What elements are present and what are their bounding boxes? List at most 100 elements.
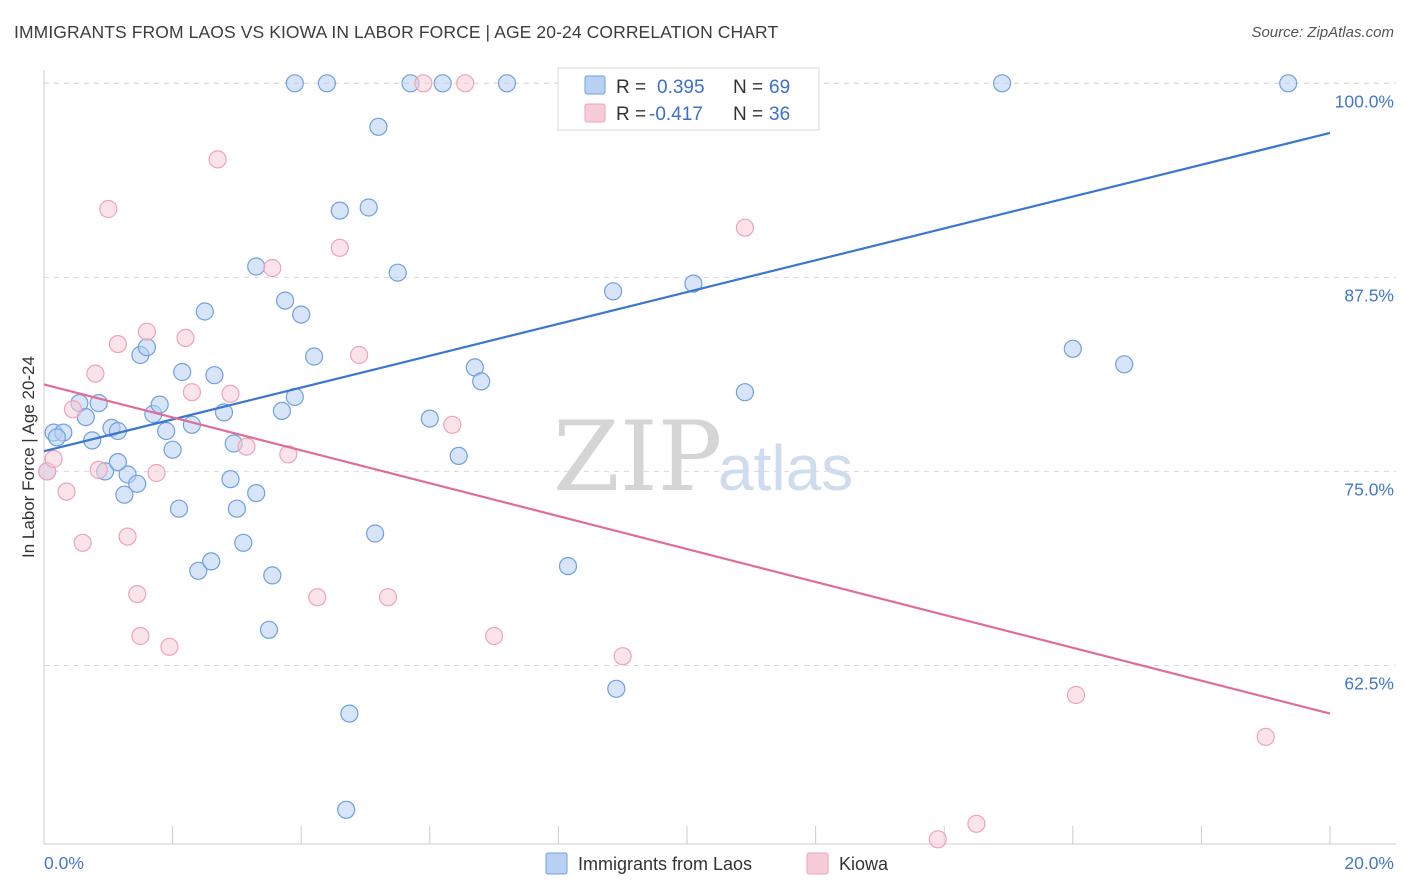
point-laos-39 — [317, 74, 336, 93]
point-laos-56 — [603, 282, 623, 301]
trend-line-kiowa — [43, 383, 1331, 715]
point-kiowa-26 — [414, 74, 433, 93]
point-laos-13 — [137, 338, 156, 357]
series-legend-label-kiowa: Kiowa — [839, 854, 889, 874]
point-laos-28 — [234, 533, 253, 552]
y-tick-label-3: 100.0% — [1335, 91, 1394, 111]
point-kiowa-17 — [208, 150, 227, 169]
watermark: ZIP atlas — [553, 401, 853, 513]
point-laos-22 — [195, 302, 214, 321]
point-laos-48 — [420, 409, 439, 428]
point-kiowa-18 — [221, 384, 240, 403]
legend-r-value-laos: 0.395 — [657, 77, 705, 98]
point-laos-62 — [1063, 339, 1082, 358]
point-laos-24 — [205, 366, 224, 385]
point-laos-50 — [449, 446, 468, 465]
point-kiowa-31 — [735, 218, 755, 237]
point-laos-41 — [337, 800, 356, 819]
point-kiowa-12 — [137, 322, 156, 341]
point-kiowa-11 — [131, 626, 150, 646]
point-laos-67 — [108, 453, 128, 472]
point-kiowa-15 — [176, 328, 195, 347]
point-laos-32 — [263, 566, 282, 585]
watermark-atlas: atlas — [718, 432, 853, 504]
series-legend-swatch-laos — [545, 852, 568, 875]
legend-swatch-kiowa — [584, 103, 606, 123]
point-laos-29 — [247, 484, 266, 503]
point-laos-34 — [276, 291, 295, 310]
point-laos-66 — [47, 428, 67, 447]
legend-r-label-laos: R = — [616, 77, 646, 98]
point-kiowa-9 — [118, 527, 137, 546]
point-laos-45 — [369, 117, 388, 136]
y-tick-label-0: 62.5% — [1344, 673, 1394, 693]
point-laos-9 — [115, 485, 134, 504]
point-kiowa-4 — [73, 533, 92, 552]
point-laos-33 — [272, 401, 291, 420]
legend-n-label-laos: N = — [733, 77, 763, 98]
point-kiowa-33 — [967, 814, 986, 833]
point-kiowa-24 — [350, 345, 369, 365]
point-laos-36 — [285, 74, 304, 93]
point-laos-16 — [157, 421, 176, 441]
point-laos-59 — [735, 383, 755, 402]
point-kiowa-22 — [308, 588, 327, 607]
point-laos-43 — [359, 198, 378, 217]
point-kiowa-20 — [263, 258, 282, 278]
y-tick-label-2: 87.5% — [1344, 285, 1394, 305]
point-laos-17 — [163, 440, 182, 459]
point-kiowa-7 — [99, 199, 118, 219]
y-tick-labels: 62.5% 75.0% 87.5% 100.0% — [1335, 91, 1394, 693]
point-laos-30 — [247, 257, 266, 276]
x-tick-label-min: 0.0% — [44, 853, 84, 873]
point-laos-52 — [472, 372, 491, 391]
point-laos-26 — [221, 470, 240, 489]
point-laos-15 — [150, 395, 169, 414]
point-laos-57 — [607, 679, 626, 698]
point-kiowa-19 — [237, 437, 256, 456]
point-laos-38 — [305, 347, 324, 366]
point-kiowa-10 — [128, 584, 147, 604]
series-legend-swatch-kiowa — [806, 852, 829, 875]
x-tick-labels: 0.0% 20.0% — [44, 853, 1394, 873]
point-kiowa-34 — [1066, 685, 1086, 705]
gridlines — [44, 82, 1396, 666]
series-legend-label-laos: Immigrants from Laos — [578, 854, 752, 874]
point-laos-18 — [169, 499, 189, 518]
point-laos-40 — [330, 201, 349, 220]
point-kiowa-1 — [44, 449, 63, 469]
point-kiowa-2 — [57, 482, 76, 501]
chart-title: IMMIGRANTS FROM LAOS VS KIOWA IN LABOR F… — [14, 22, 779, 42]
point-laos-64 — [1279, 74, 1298, 93]
point-laos-49 — [433, 74, 452, 93]
point-laos-23 — [202, 552, 221, 571]
point-kiowa-29 — [485, 626, 504, 646]
legend-n-label-kiowa: N = — [733, 104, 763, 125]
point-laos-31 — [259, 620, 279, 639]
x-axis-ticks — [43, 826, 1331, 844]
watermark-zip: ZIP — [553, 401, 722, 513]
axes — [43, 70, 1396, 845]
legend-r-value-kiowa: -0.417 — [649, 104, 703, 125]
trend-lines — [43, 131, 1331, 715]
point-laos-53 — [497, 74, 517, 93]
point-kiowa-32 — [928, 830, 947, 849]
point-laos-54 — [558, 556, 578, 576]
point-kiowa-14 — [160, 637, 179, 656]
point-kiowa-28 — [456, 74, 475, 93]
point-laos-19 — [173, 362, 192, 382]
point-kiowa-35 — [1256, 727, 1275, 747]
legend-n-value-kiowa: 36 — [769, 104, 790, 125]
point-laos-21 — [189, 561, 208, 580]
x-tick-label-max: 20.0% — [1344, 853, 1394, 873]
point-kiowa-6 — [89, 460, 108, 479]
point-laos-37 — [292, 305, 311, 324]
source-credit: Source: ZipAtlas.com — [1251, 24, 1394, 41]
point-kiowa-5 — [86, 364, 105, 383]
point-laos-58 — [684, 274, 703, 293]
point-laos-44 — [366, 524, 385, 543]
legend-swatch-laos — [584, 75, 606, 95]
y-tick-label-1: 75.0% — [1344, 479, 1394, 499]
point-laos-42 — [340, 704, 359, 723]
